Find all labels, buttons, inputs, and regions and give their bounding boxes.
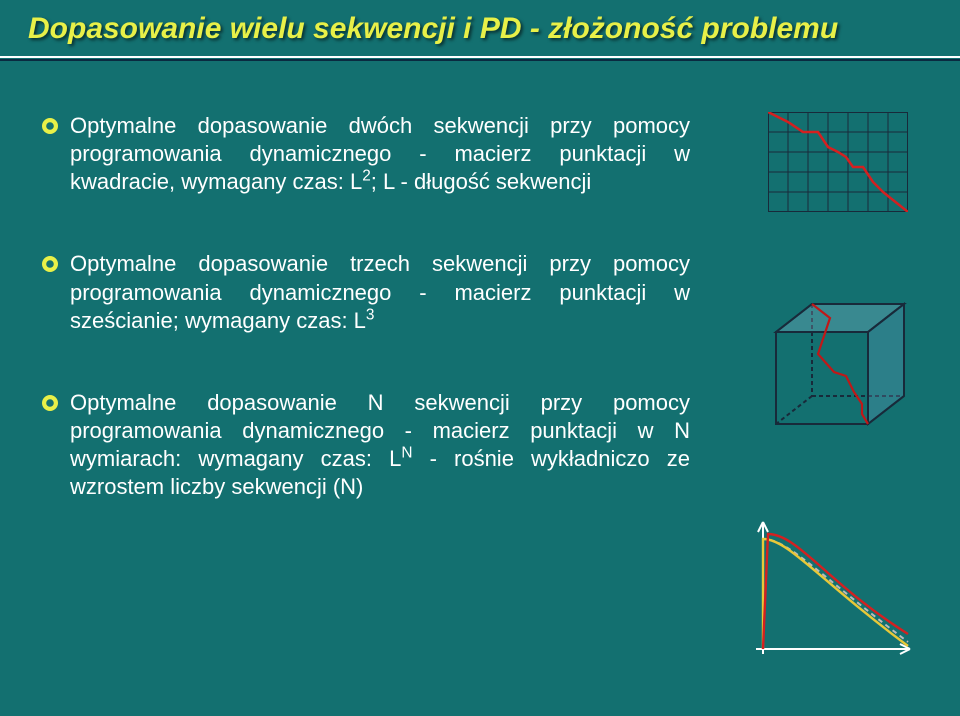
bullet-icon: [40, 254, 60, 274]
superscript: N: [401, 445, 412, 462]
figure-2d-grid: [768, 112, 908, 212]
superscript: 3: [366, 306, 375, 323]
bullet-text-2: Optymalne dopasowanie trzech sekwencji p…: [70, 250, 690, 334]
bullet-text-1: Optymalne dopasowanie dwóch sekwencji pr…: [70, 112, 690, 196]
title-separator: [0, 56, 960, 64]
bullet-icon: [40, 393, 60, 413]
separator-top-line: [0, 56, 960, 58]
bullet-text-3: Optymalne dopasowanie N sekwencji przy p…: [70, 389, 690, 502]
slide-body: Optymalne dopasowanie dwóch sekwencji pr…: [0, 64, 960, 710]
bullet-icon: [40, 116, 60, 136]
title-band: Dopasowanie wielu sekwencji i PD - złożo…: [0, 0, 960, 56]
figure-nd-curves: [748, 514, 918, 674]
separator-mid-line: [0, 59, 960, 61]
text: ; L - długość sekwencji: [371, 169, 592, 194]
figure-3d-cube: [758, 294, 908, 434]
page-title: Dopasowanie wielu sekwencji i PD - złożo…: [28, 12, 932, 46]
slide: Dopasowanie wielu sekwencji i PD - złożo…: [0, 0, 960, 716]
text: Optymalne dopasowanie trzech sekwencji p…: [70, 251, 690, 332]
superscript: 2: [362, 168, 371, 185]
